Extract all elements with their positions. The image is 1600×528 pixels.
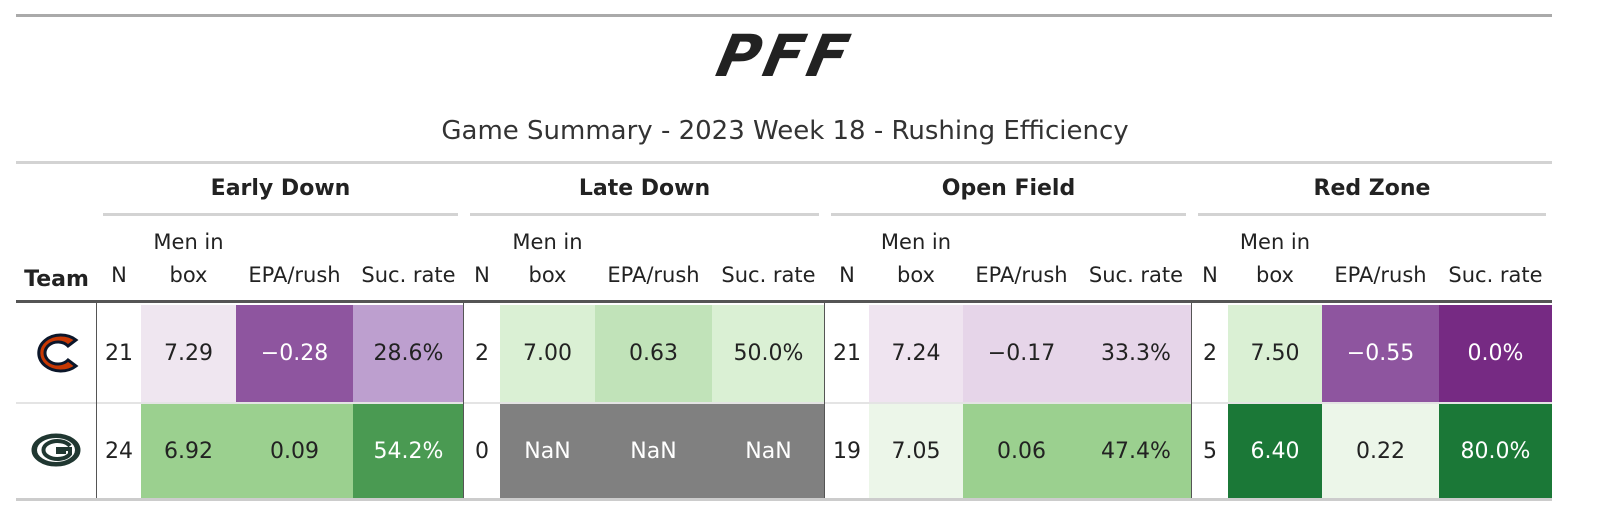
column-header: N [474, 263, 490, 287]
group-rule [470, 213, 819, 216]
table-cell: 33.3% [1080, 305, 1192, 402]
column-header: Men in box [153, 230, 224, 287]
table-cell: 80.0% [1439, 404, 1552, 498]
table-cell: 0.0% [1439, 305, 1552, 402]
column-header: N [1202, 263, 1218, 287]
column-header: EPA/rush [1334, 263, 1427, 287]
table-cell: 21 [825, 305, 869, 402]
table-cell: 7.29 [141, 305, 236, 402]
table-cell: 24 [97, 404, 141, 498]
top-rule [16, 14, 1552, 17]
header-rule [16, 300, 1552, 303]
column-header: EPA/rush [975, 263, 1068, 287]
team-header: Team [24, 267, 89, 292]
column-divider [463, 303, 464, 498]
table-cell: NaN [595, 404, 712, 498]
column-header: Suc. rate [721, 263, 816, 287]
table-cell: NaN [500, 404, 595, 498]
table-cell: 19 [825, 404, 869, 498]
table-cell: 2 [1192, 305, 1228, 402]
rule [16, 161, 1552, 164]
table-cell: 7.05 [869, 404, 963, 498]
bottom-rule [16, 498, 1552, 501]
row-rule [16, 402, 1552, 404]
table-cell: 7.00 [500, 305, 595, 402]
group-rule [103, 213, 458, 216]
column-header: EPA/rush [607, 263, 700, 287]
column-header: EPA/rush [248, 263, 341, 287]
table-cell: 47.4% [1080, 404, 1192, 498]
column-header: Suc. rate [361, 263, 456, 287]
column-header: N [111, 263, 127, 287]
table-cell: 0.22 [1322, 404, 1439, 498]
group-header: Open Field [941, 176, 1076, 201]
table-cell: 5 [1192, 404, 1228, 498]
column-header: Suc. rate [1448, 263, 1543, 287]
column-header: Suc. rate [1088, 263, 1184, 287]
table-cell: 0.63 [595, 305, 712, 402]
group-header: Red Zone [1313, 176, 1431, 201]
column-divider [1191, 303, 1192, 498]
group-rule [831, 213, 1186, 216]
team-logo [30, 432, 82, 468]
table-cell: NaN [712, 404, 825, 498]
table-cell: 0.06 [963, 404, 1080, 498]
table-cell: 50.0% [712, 305, 825, 402]
table-cell: −0.17 [963, 305, 1080, 402]
table-cell: 2 [464, 305, 500, 402]
table-cell: −0.28 [236, 305, 353, 402]
table-cell: 21 [97, 305, 141, 402]
team-logo [37, 333, 79, 373]
column-header: Men in box [512, 230, 583, 287]
column-header: Men in box [1239, 230, 1311, 287]
table-cell: −0.55 [1322, 305, 1439, 402]
table-cell: 54.2% [353, 404, 464, 498]
group-rule [1198, 213, 1546, 216]
table-cell: 28.6% [353, 305, 464, 402]
title: Game Summary - 2023 Week 18 - Rushing Ef… [441, 116, 1129, 146]
column-divider [824, 303, 825, 498]
logo: PFF [710, 22, 860, 90]
group-header: Early Down [210, 176, 351, 201]
table-cell: 7.24 [869, 305, 963, 402]
group-header: Late Down [578, 176, 711, 201]
column-divider [96, 303, 97, 498]
column-header: Men in box [880, 230, 952, 287]
table-cell: 6.92 [141, 404, 236, 498]
table-cell: 6.40 [1228, 404, 1322, 498]
table-cell: 0.09 [236, 404, 353, 498]
table-cell: 0 [464, 404, 500, 498]
table-cell: 7.50 [1228, 305, 1322, 402]
column-header: N [839, 263, 855, 287]
